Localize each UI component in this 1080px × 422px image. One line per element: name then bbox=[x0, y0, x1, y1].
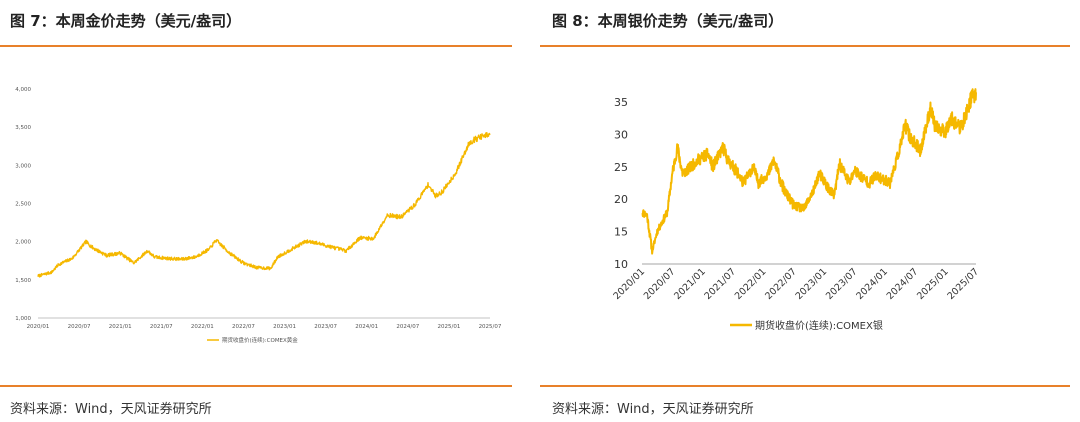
gold-price-chart: 1,000 1,500 2,000 2,500 3,000 3,500 4,000 2020/… bbox=[15, 87, 502, 344]
x-tick-label: 2021/07 bbox=[150, 324, 173, 330]
figure-7-title: 图 7：本周金价走势（美元/盎司） bbox=[10, 12, 242, 30]
x-tick-label: 2023/07 bbox=[314, 324, 337, 330]
y-tick-label: 25 bbox=[614, 161, 628, 174]
x-tick-label: 2024/07 bbox=[396, 324, 419, 330]
figure-8-title: 图 8：本周银价走势（美元/盎司） bbox=[552, 12, 784, 30]
y-tick-label: 1,500 bbox=[15, 278, 31, 284]
x-tick-label: 2020/01 bbox=[27, 324, 50, 330]
y-tick-label: 4,000 bbox=[15, 87, 31, 93]
x-tick-label: 2023/07 bbox=[824, 266, 860, 302]
figure-7-top-rule bbox=[0, 45, 512, 47]
x-tick-label: 2020/01 bbox=[611, 266, 647, 302]
y-tick-label: 20 bbox=[614, 193, 628, 206]
x-tick-label: 2022/01 bbox=[191, 324, 214, 330]
x-tick-label: 2025/01 bbox=[437, 324, 460, 330]
x-tick-label: 2025/07 bbox=[479, 324, 502, 330]
legend-label: 期货收盘价(连续):COMEX黄金 bbox=[222, 336, 298, 344]
figure-8-top-rule bbox=[540, 45, 1070, 47]
x-tick-label: 2022/07 bbox=[763, 266, 799, 302]
y-tick-label: 3,500 bbox=[15, 125, 31, 131]
y-tick-label: 1,000 bbox=[15, 316, 31, 322]
x-tick-label: 2025/07 bbox=[945, 266, 981, 302]
y-tick-label: 15 bbox=[614, 226, 628, 239]
silver-price-chart: 10 15 20 25 30 35 2020/012020/072021/012021/07… bbox=[611, 88, 981, 332]
price-series-line bbox=[37, 132, 491, 278]
x-tick-label: 2021/07 bbox=[703, 266, 739, 302]
x-tick-label: 2020/07 bbox=[642, 266, 678, 302]
y-tick-label: 2,500 bbox=[15, 202, 31, 208]
figure-7-panel: 图 7：本周金价走势（美元/盎司） 1,000 1,500 2,000 2,500 3,… bbox=[0, 12, 512, 417]
x-tick-label: 2025/01 bbox=[915, 266, 951, 302]
x-tick-label: 2020/07 bbox=[68, 324, 91, 330]
figure-7-source: 资料来源：Wind，天风证券研究所 bbox=[10, 402, 212, 417]
figure-8-source: 资料来源：Wind，天风证券研究所 bbox=[552, 402, 754, 417]
price-series-line bbox=[641, 88, 977, 255]
y-tick-label: 30 bbox=[614, 128, 628, 141]
x-tick-label: 2022/01 bbox=[733, 266, 769, 302]
y-tick-label: 2,000 bbox=[15, 240, 31, 246]
x-tick-label: 2021/01 bbox=[672, 266, 708, 302]
x-tick-label: 2024/01 bbox=[355, 324, 378, 330]
x-tick-label: 2021/01 bbox=[109, 324, 132, 330]
figure-8-panel: 图 8：本周银价走势（美元/盎司） 10 15 20 25 30 35 2020/01 202… bbox=[540, 0, 1080, 422]
y-tick-label: 10 bbox=[614, 258, 628, 271]
legend-label: 期货收盘价(连续):COMEX银 bbox=[755, 319, 883, 332]
y-tick-label: 35 bbox=[614, 96, 628, 109]
x-tick-label: 2023/01 bbox=[273, 324, 296, 330]
x-tick-label: 2024/01 bbox=[854, 266, 890, 302]
x-tick-label: 2023/01 bbox=[794, 266, 830, 302]
y-tick-label: 3,000 bbox=[15, 163, 31, 169]
figure-7-bottom-rule bbox=[0, 385, 512, 387]
x-tick-label: 2022/07 bbox=[232, 324, 255, 330]
figure-8-bottom-rule bbox=[540, 385, 1070, 387]
x-tick-label: 2024/07 bbox=[885, 266, 921, 302]
